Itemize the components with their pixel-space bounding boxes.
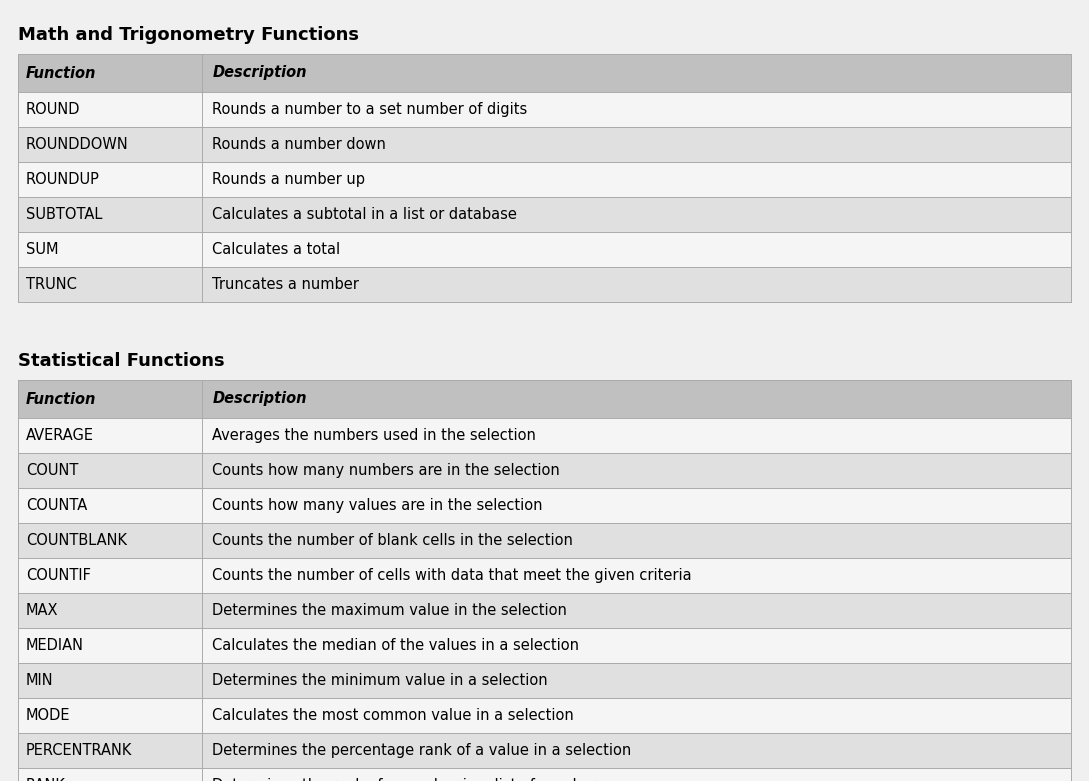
Bar [19, 197, 1070, 232]
Text: Rounds a number up: Rounds a number up [212, 172, 365, 187]
Text: Calculates the most common value in a selection: Calculates the most common value in a se… [212, 708, 574, 723]
Text: Counts how many numbers are in the selection: Counts how many numbers are in the selec… [212, 463, 560, 478]
Text: Calculates a total: Calculates a total [212, 242, 341, 257]
Bar [19, 267, 1070, 302]
Text: Counts how many values are in the selection: Counts how many values are in the select… [212, 498, 542, 513]
Bar [19, 523, 1070, 558]
Bar [19, 380, 1070, 418]
Text: Determines the minimum value in a selection: Determines the minimum value in a select… [212, 673, 548, 688]
Text: Statistical Functions: Statistical Functions [19, 352, 224, 370]
Text: Counts the number of blank cells in the selection: Counts the number of blank cells in the … [212, 533, 573, 548]
Bar [19, 54, 1070, 92]
Text: TRUNC: TRUNC [26, 277, 77, 292]
Bar [19, 162, 1070, 197]
Text: COUNT: COUNT [26, 463, 78, 478]
Bar [19, 127, 1070, 162]
Text: RANK: RANK [26, 778, 65, 781]
Text: Calculates a subtotal in a list or database: Calculates a subtotal in a list or datab… [212, 207, 517, 222]
Bar [19, 768, 1070, 781]
Text: Rounds a number down: Rounds a number down [212, 137, 387, 152]
Text: Counts the number of cells with data that meet the given criteria: Counts the number of cells with data tha… [212, 568, 692, 583]
Bar [19, 92, 1070, 127]
Text: ROUND: ROUND [26, 102, 81, 117]
Text: PERCENTRANK: PERCENTRANK [26, 743, 133, 758]
Text: MEDIAN: MEDIAN [26, 638, 84, 653]
Text: ROUNDDOWN: ROUNDDOWN [26, 137, 129, 152]
Text: ROUNDUP: ROUNDUP [26, 172, 100, 187]
Bar [19, 593, 1070, 628]
Text: Description: Description [212, 66, 307, 80]
Text: COUNTIF: COUNTIF [26, 568, 90, 583]
Text: COUNTA: COUNTA [26, 498, 87, 513]
Text: AVERAGE: AVERAGE [26, 428, 94, 443]
Bar [19, 488, 1070, 523]
Text: SUBTOTAL: SUBTOTAL [26, 207, 102, 222]
Bar [19, 558, 1070, 593]
Text: Truncates a number: Truncates a number [212, 277, 359, 292]
Bar [19, 628, 1070, 663]
Text: Averages the numbers used in the selection: Averages the numbers used in the selecti… [212, 428, 536, 443]
Text: Determines the rank of a number in a list of numbers: Determines the rank of a number in a lis… [212, 778, 604, 781]
Bar [19, 733, 1070, 768]
Text: Math and Trigonometry Functions: Math and Trigonometry Functions [19, 27, 359, 45]
Text: MIN: MIN [26, 673, 53, 688]
Bar [19, 698, 1070, 733]
Text: Determines the percentage rank of a value in a selection: Determines the percentage rank of a valu… [212, 743, 632, 758]
Text: COUNTBLANK: COUNTBLANK [26, 533, 127, 548]
Text: SUM: SUM [26, 242, 59, 257]
Text: Calculates the median of the values in a selection: Calculates the median of the values in a… [212, 638, 579, 653]
Text: MODE: MODE [26, 708, 71, 723]
Bar [19, 663, 1070, 698]
Text: Description: Description [212, 391, 307, 406]
Text: MAX: MAX [26, 603, 59, 618]
Bar [19, 453, 1070, 488]
Text: Determines the maximum value in the selection: Determines the maximum value in the sele… [212, 603, 567, 618]
Bar [19, 232, 1070, 267]
Text: Function: Function [26, 391, 96, 406]
Bar [19, 418, 1070, 453]
Text: Rounds a number to a set number of digits: Rounds a number to a set number of digit… [212, 102, 527, 117]
Text: Function: Function [26, 66, 96, 80]
